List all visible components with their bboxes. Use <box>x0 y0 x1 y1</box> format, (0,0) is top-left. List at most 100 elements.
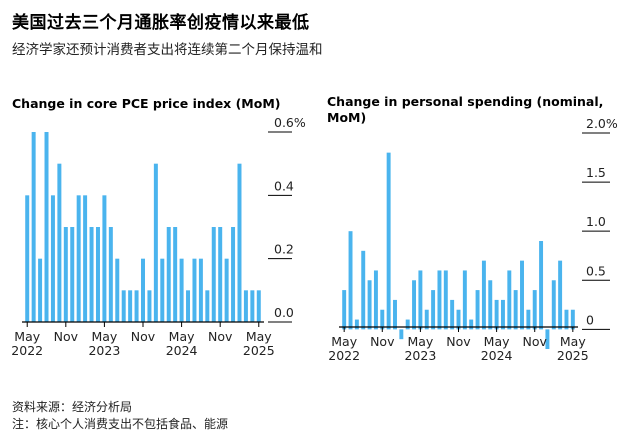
bar-1-2022-12 <box>386 152 391 330</box>
bar-0-2024-01 <box>153 163 158 322</box>
bar-0-2022-10 <box>57 163 62 322</box>
x-tick-year-1-6: 2025 <box>557 348 589 363</box>
bar-1-2024-09 <box>520 260 524 330</box>
bar-0-2024-11 <box>218 227 223 322</box>
x-tick-month-1-2: May <box>407 334 433 349</box>
bar-1-2024-08 <box>513 290 518 330</box>
y-tick-label-1-3: 0.5 <box>586 263 606 278</box>
source-note: 资料来源：经济分析局 <box>12 400 133 414</box>
x-tick-month-1-5: Nov <box>523 334 548 349</box>
bar-1-2023-07 <box>431 290 436 330</box>
bar-0-2023-02 <box>83 195 88 322</box>
bar-1-2022-06 <box>348 231 353 330</box>
bar-0-2024-07 <box>192 258 197 322</box>
bar-0-2022-07 <box>38 258 43 322</box>
bar-0-2024-08 <box>198 258 203 322</box>
x-tick-year-1-0: 2022 <box>328 348 360 363</box>
bar-0-2022-12 <box>70 227 75 322</box>
x-tick-month-0-2: May <box>91 329 117 344</box>
x-tick-year-0-6: 2025 <box>243 343 275 358</box>
bar-0-2025-04 <box>250 290 255 322</box>
bar-1-2023-12 <box>462 270 467 330</box>
bar-1-2022-11 <box>380 309 385 330</box>
bar-1-2023-06 <box>424 309 429 330</box>
bar-1-2025-05 <box>570 309 575 330</box>
x-tick-month-0-0: May <box>14 329 40 344</box>
bar-1-2023-01 <box>393 299 397 330</box>
bar-1-2023-11 <box>456 309 461 330</box>
bar-1-2024-04 <box>488 280 493 330</box>
bar-0-2022-09 <box>50 195 55 322</box>
bar-1-2024-07 <box>507 270 512 330</box>
bar-1-2024-03 <box>481 260 486 330</box>
bar-1-2022-08 <box>361 250 366 330</box>
bar-1-2023-04 <box>412 280 417 330</box>
bar-0-2024-02 <box>160 258 165 322</box>
bar-1-2024-12 <box>539 241 544 330</box>
x-tick-month-0-4: May <box>169 329 195 344</box>
bar-0-2022-11 <box>63 227 68 322</box>
bar-1-2025-01 <box>545 329 550 349</box>
bar-0-2022-05 <box>25 195 30 322</box>
x-tick-year-0-4: 2024 <box>166 343 198 358</box>
y-tick-label-1-1: 1.5 <box>586 165 606 180</box>
bar-1-2023-05 <box>418 270 423 330</box>
bar-0-2023-06 <box>108 227 113 322</box>
bar-0-2024-05 <box>179 258 184 322</box>
core-pce-chart-title: Change in core PCE price index (MoM) <box>12 96 281 111</box>
bar-1-2024-06 <box>500 299 505 330</box>
bar-0-2022-08 <box>44 132 49 322</box>
x-tick-month-0-6: May <box>246 329 272 344</box>
bar-0-2023-05 <box>102 195 107 322</box>
bar-1-2024-02 <box>475 290 480 330</box>
bar-1-2025-04 <box>564 309 569 330</box>
x-tick-month-1-1: Nov <box>370 334 395 349</box>
bar-0-2023-08 <box>121 290 126 322</box>
bar-1-2022-07 <box>354 319 359 330</box>
bar-0-2024-09 <box>205 290 210 322</box>
bar-0-2023-07 <box>115 258 120 322</box>
x-tick-month-1-0: May <box>331 334 357 349</box>
bar-1-2025-03 <box>558 260 563 330</box>
bar-1-2024-01 <box>469 319 474 330</box>
bar-0-2024-03 <box>166 227 171 322</box>
y-tick-label-0-1: 0.4 <box>274 178 294 193</box>
y-tick-label-1-2: 1.0 <box>586 214 606 229</box>
bar-0-2022-06 <box>31 132 36 322</box>
x-tick-year-1-4: 2024 <box>481 348 513 363</box>
x-tick-month-0-3: Nov <box>131 329 156 344</box>
bar-1-2023-08 <box>437 270 442 330</box>
x-tick-year-1-2: 2023 <box>404 348 436 363</box>
personal-spending-chart-title: Change in personal spending (nominal, Mo… <box>327 94 604 125</box>
bar-1-2022-05 <box>342 290 347 330</box>
bar-0-2023-09 <box>128 290 133 322</box>
bar-0-2023-01 <box>76 195 81 322</box>
bar-0-2024-06 <box>186 290 191 322</box>
bar-0-2024-04 <box>173 227 178 322</box>
bar-0-2023-11 <box>141 258 145 322</box>
footnote: 注：核心个人消费支出不包括食品、能源 <box>12 417 229 431</box>
bar-0-2023-03 <box>89 227 94 322</box>
bar-1-2023-09 <box>443 270 448 330</box>
bar-1-2022-10 <box>373 270 378 330</box>
bar-1-2024-05 <box>494 299 499 330</box>
bar-1-2024-10 <box>526 309 531 330</box>
x-tick-month-1-6: May <box>560 334 586 349</box>
bar-1-2022-09 <box>367 280 372 330</box>
x-tick-month-0-5: Nov <box>208 329 233 344</box>
bar-0-2025-05 <box>256 290 261 322</box>
x-tick-year-0-2: 2023 <box>88 343 120 358</box>
bar-1-2023-02 <box>399 329 404 340</box>
y-tick-label-1-4: 0 <box>586 312 594 327</box>
y-tick-label-0-3: 0.0 <box>274 305 294 320</box>
x-tick-month-1-3: Nov <box>446 334 471 349</box>
bar-1-2024-11 <box>532 290 537 330</box>
bar-0-2025-01 <box>231 227 236 322</box>
bar-0-2024-10 <box>211 227 216 322</box>
bar-1-2023-03 <box>405 319 410 330</box>
bar-0-2025-03 <box>243 290 248 322</box>
bar-0-2024-12 <box>224 258 229 322</box>
bar-0-2025-02 <box>237 163 242 322</box>
